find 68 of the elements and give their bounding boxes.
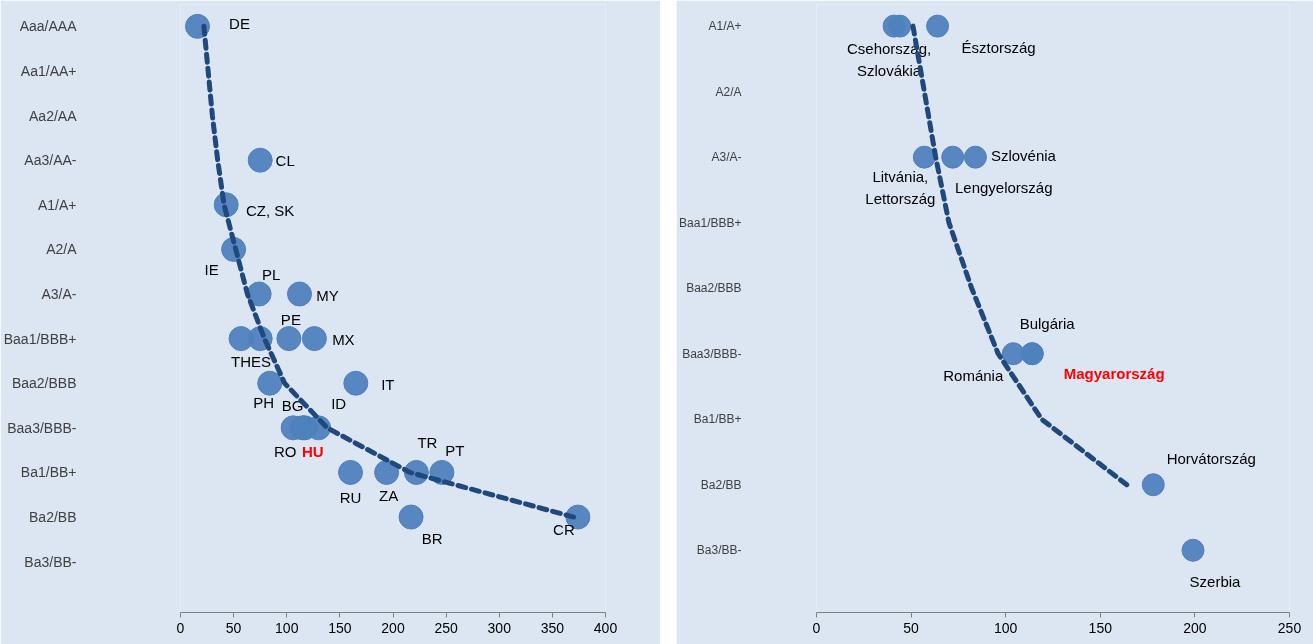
series-label: Szlovénia	[990, 146, 1057, 164]
x-tick-label: 50	[903, 619, 920, 636]
y-tick-label: A1/A+	[708, 19, 742, 34]
y-tick-label: Baa3/BBB-	[7, 419, 77, 436]
x-tick-label: 0	[812, 619, 821, 636]
series-label: Csehország, Szlovákia	[846, 39, 932, 79]
series-label: ID	[331, 395, 347, 413]
series-label: DE	[229, 14, 250, 32]
y-tick-label: Aaa/AAA	[19, 18, 78, 35]
series-label: Litvánia, Lettország	[865, 167, 936, 207]
series-label: IE	[204, 260, 219, 278]
series-label: Románia	[943, 367, 1004, 385]
series-label: Bulgária	[1019, 315, 1076, 333]
y-tick-label: A2/A	[46, 241, 78, 258]
y-tick-label: Baa3/BBB-	[682, 346, 742, 361]
series-label: CR	[553, 520, 575, 538]
x-tick-label: 0	[176, 619, 185, 636]
series-label: MY	[316, 286, 339, 304]
series-label: CL	[275, 151, 295, 169]
x-tick-label: 150	[1088, 619, 1113, 636]
y-tick-label: Aa3/AA-	[24, 152, 77, 169]
series-label: TR	[417, 433, 438, 451]
y-tick-label: Baa1/BBB+	[3, 330, 77, 347]
series-label: MX	[332, 331, 355, 349]
x-tick-label: 300	[487, 619, 512, 636]
series-label: Horvátország	[1166, 450, 1256, 468]
series-label: ZA	[379, 486, 399, 504]
y-tick-label: Aa2/AA	[29, 107, 78, 124]
y-tick-label: A3/A-	[711, 150, 742, 165]
series-label: Észtország	[961, 38, 1036, 56]
series-label: PH	[253, 393, 275, 411]
series-label: Szerbia	[1189, 572, 1242, 590]
y-tick-label: A3/A-	[41, 286, 77, 302]
series-label: RO	[273, 443, 297, 461]
series-label: Magyarország	[1063, 365, 1165, 383]
x-tick-label: 250	[1277, 619, 1302, 636]
x-tick-label: 200	[381, 619, 405, 636]
series-label: PE	[280, 311, 301, 329]
y-tick-label: Baa2/BBB	[11, 375, 77, 392]
x-tick-label: 250	[434, 619, 459, 636]
series-label: RU	[339, 488, 362, 506]
y-tick-label: A1/A+	[37, 196, 77, 213]
series-label: PL	[261, 265, 281, 283]
x-tick-label: 100	[275, 619, 299, 636]
series-label: Lengyelország	[954, 178, 1053, 196]
y-tick-label: Ba3/BB-	[24, 553, 77, 570]
series-label: BG	[281, 397, 304, 415]
y-tick-label: Ba3/BB-	[696, 543, 742, 558]
series-label: IT	[381, 375, 395, 393]
x-tick-label: 400	[593, 619, 618, 636]
x-tick-label: 350	[540, 619, 565, 636]
y-tick-label: A2/A	[715, 84, 742, 99]
series-label: THES	[231, 353, 272, 371]
x-tick-label: 50	[225, 619, 242, 636]
y-tick-label: Ba1/BB+	[693, 412, 742, 427]
y-tick-label: Baa1/BBB+	[679, 215, 742, 230]
y-tick-label: Baa2/BBB	[686, 281, 742, 296]
series-label: BR	[421, 529, 443, 547]
y-tick-label: Ba1/BB+	[20, 464, 77, 481]
series-label: PT	[445, 441, 465, 459]
x-tick-label: 100	[994, 619, 1018, 636]
series-label: CZ, SK	[246, 202, 295, 220]
x-tick-label: 200	[1183, 619, 1207, 636]
y-tick-label: Ba2/BB	[29, 509, 77, 526]
series-label: HU	[301, 443, 324, 461]
y-tick-label: Ba2/BB	[700, 477, 742, 492]
x-tick-label: 150	[328, 619, 352, 636]
y-tick-label: Aa1/AA+	[20, 62, 77, 79]
